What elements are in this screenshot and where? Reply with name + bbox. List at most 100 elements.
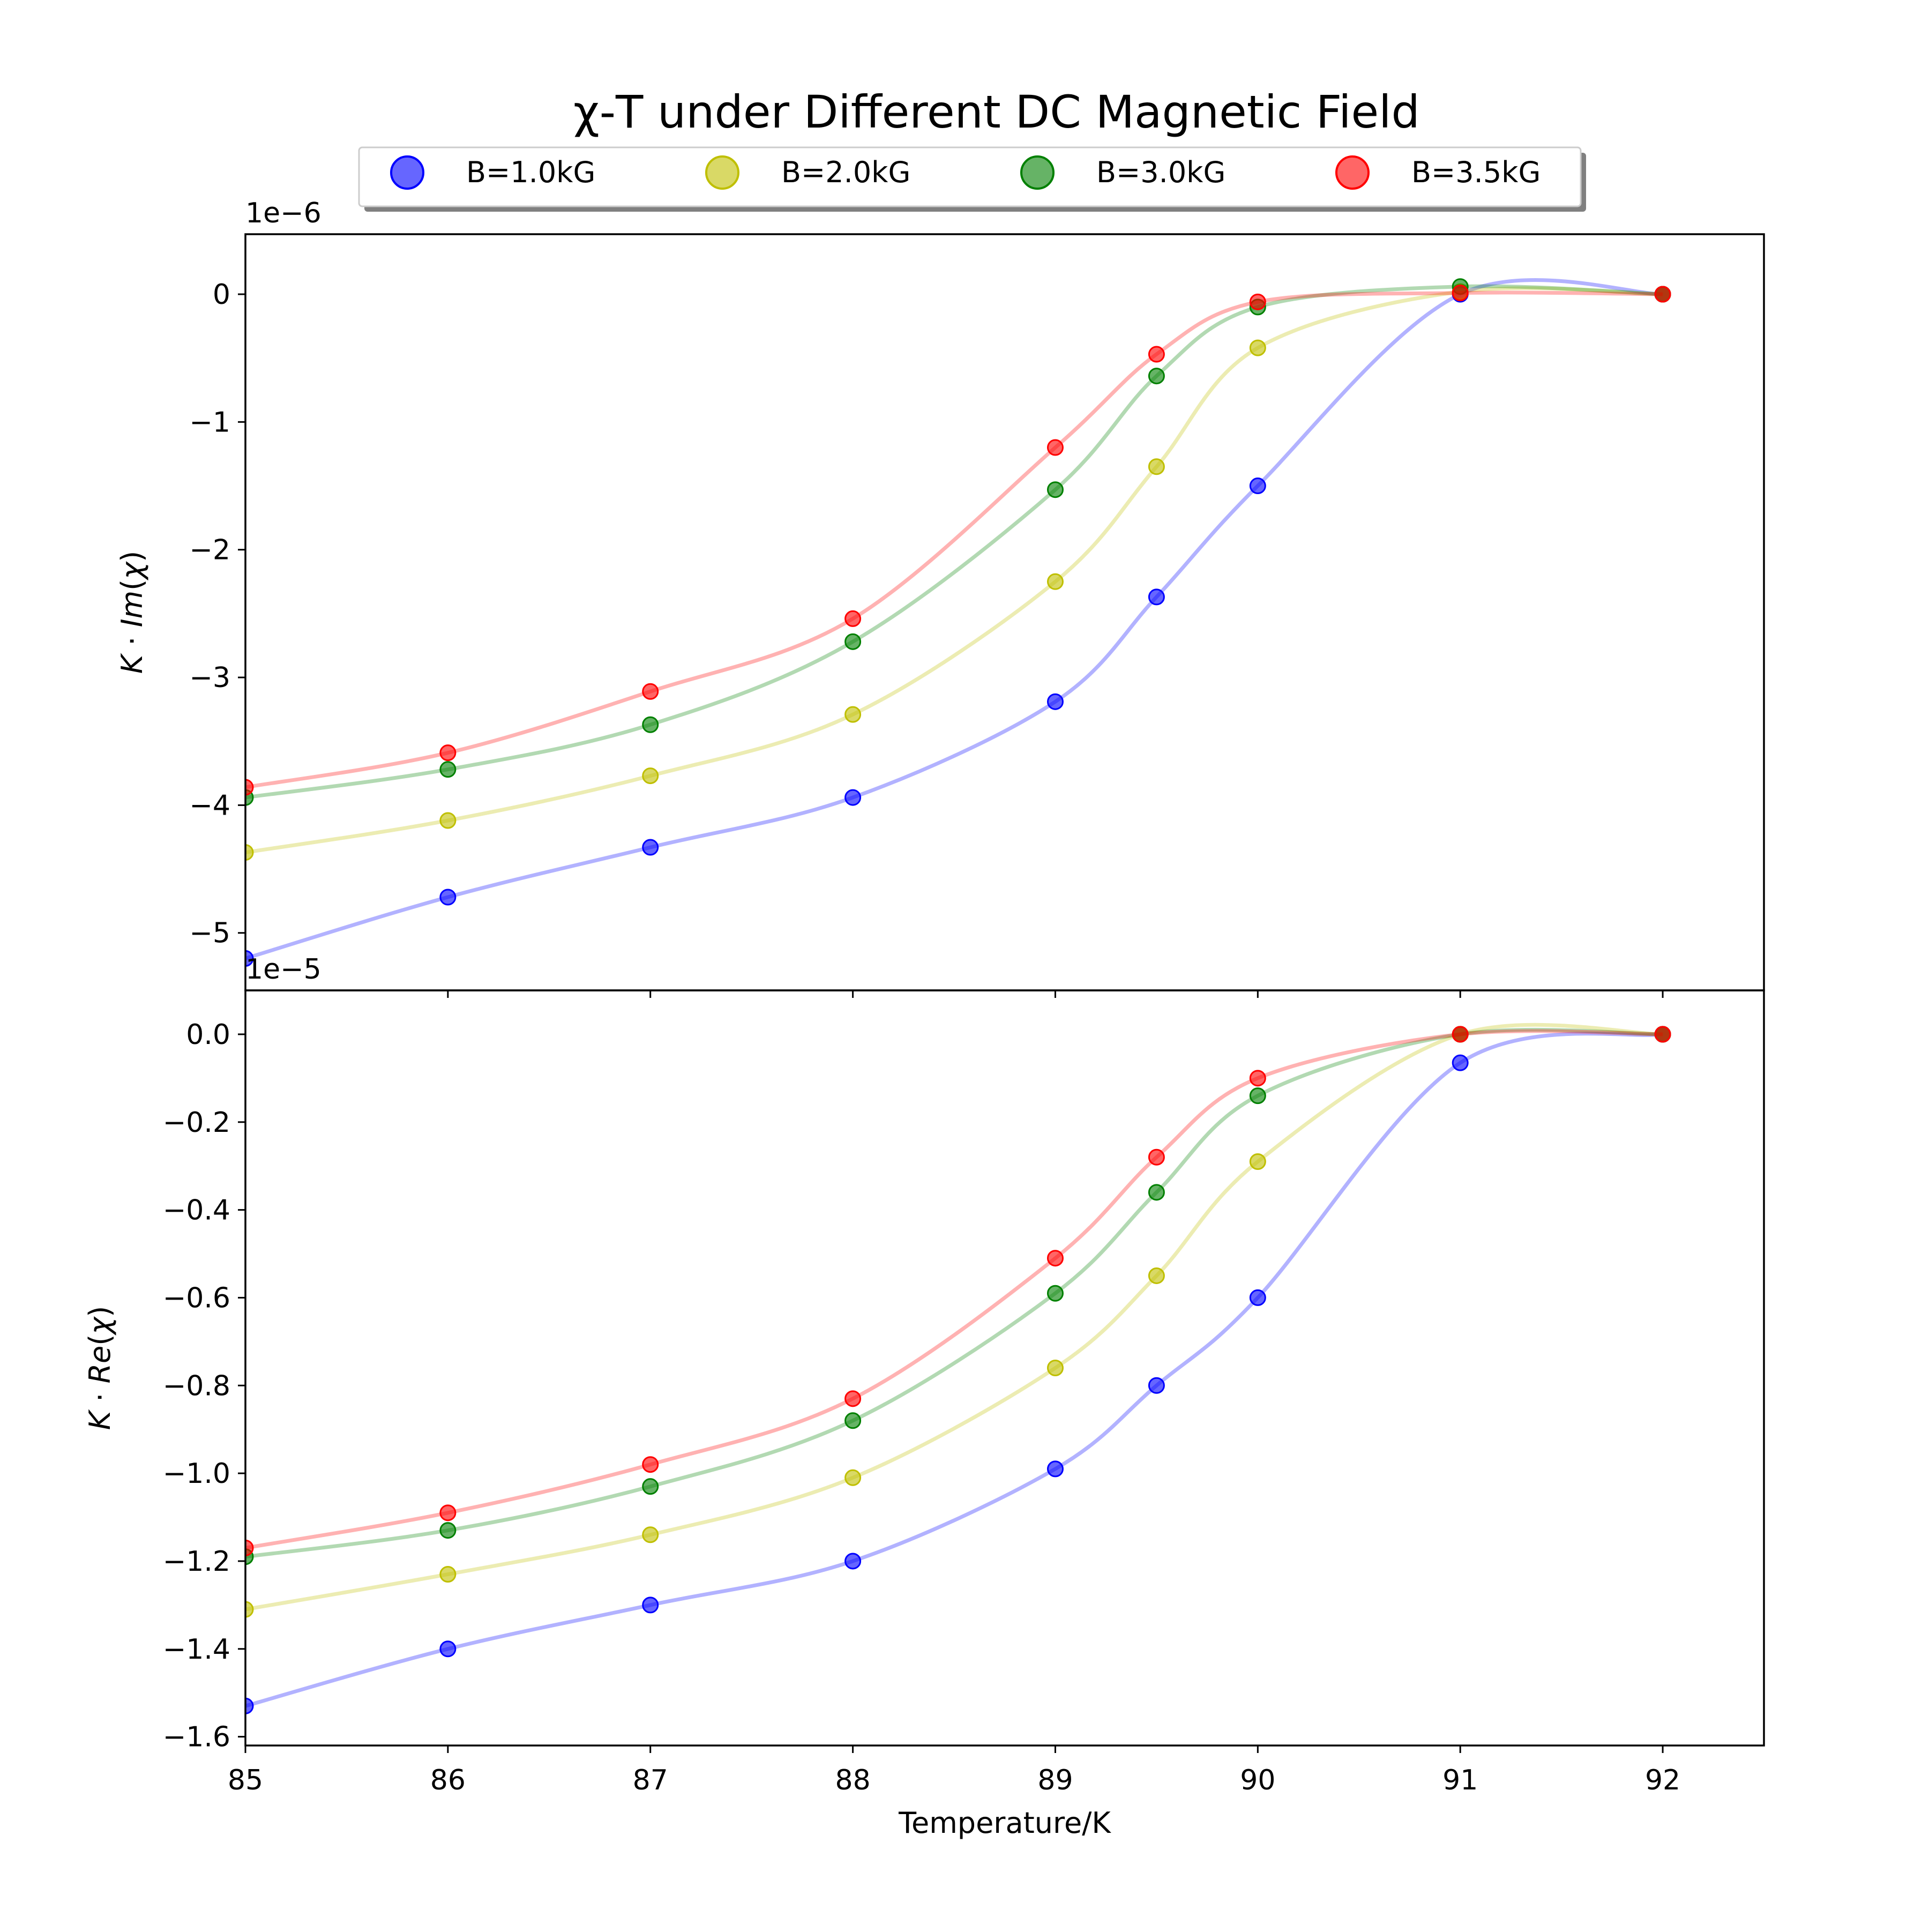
chart-title: χ-T under Different DC Magnetic Field (573, 86, 1420, 138)
data-point (245, 1539, 254, 1556)
legend-marker (390, 155, 424, 190)
data-point (439, 744, 457, 762)
x-tick-label: 87 (633, 1764, 668, 1796)
data-point (1452, 1054, 1469, 1071)
data-point (439, 1504, 457, 1521)
data-point (642, 1478, 659, 1495)
legend-item: B=2.0kG (705, 155, 910, 190)
plot-frame (244, 989, 1765, 1747)
data-point (1148, 1148, 1165, 1166)
legend: B=1.0kG B=2.0kG B=3.0kG B=3.5kG (358, 146, 1586, 212)
data-point (1148, 346, 1165, 363)
data-point (1046, 1250, 1064, 1267)
series-group (245, 1023, 1671, 1714)
data-point (642, 839, 659, 856)
data-point (1249, 1289, 1266, 1306)
y-tick-label: −0.6 (163, 1282, 230, 1314)
y-tick-label: −2 (189, 534, 230, 566)
data-point (844, 1553, 862, 1570)
data-point (1654, 286, 1671, 303)
legend-marker (1020, 155, 1055, 190)
series-line (245, 1032, 1663, 1708)
y-tick-label: −1.2 (163, 1546, 230, 1578)
legend-label: B=2.0kG (781, 155, 910, 189)
x-tick-label: 86 (430, 1764, 466, 1796)
data-point (245, 779, 254, 796)
y-tick-label: −5 (189, 917, 230, 950)
x-tick-label: 88 (835, 1764, 871, 1796)
data-point (1148, 368, 1165, 385)
data-point (245, 844, 254, 861)
data-point (844, 633, 862, 650)
data-point (1148, 1377, 1165, 1394)
series-line (245, 1027, 1663, 1559)
data-point (1452, 285, 1469, 302)
data-point (844, 1469, 862, 1486)
legend-item: B=3.5kG (1335, 155, 1541, 190)
y-tick-label: −1.6 (163, 1721, 230, 1754)
plot-frame (244, 233, 1765, 991)
legend-label: B=1.0kG (466, 155, 595, 189)
data-point (1046, 1360, 1064, 1376)
y-axis-label: K · Im(χ) (115, 551, 149, 674)
data-point (1452, 1026, 1469, 1043)
data-point (1249, 478, 1266, 495)
data-point (439, 1566, 457, 1583)
data-point (1046, 573, 1064, 590)
data-point (642, 683, 659, 700)
data-point (844, 706, 862, 723)
data-point (844, 610, 862, 627)
legend-frame (358, 146, 1582, 207)
y-tick-label: −4 (189, 789, 230, 822)
data-point (1046, 1460, 1064, 1478)
data-point (1148, 1184, 1165, 1201)
data-point (439, 889, 457, 906)
series-line (245, 290, 1663, 789)
x-tick-label: 92 (1645, 1764, 1680, 1796)
y-tick-label: −3 (189, 662, 230, 694)
y-tick-label: −1.4 (163, 1633, 230, 1666)
y-tick-label: −0.4 (163, 1195, 230, 1227)
data-point (1046, 693, 1064, 710)
y-tick-label: −1.0 (163, 1458, 230, 1490)
data-point (1654, 1026, 1671, 1043)
legend-marker (705, 155, 739, 190)
data-point (844, 1412, 862, 1429)
data-point (642, 1526, 659, 1543)
legend-item: B=1.0kG (390, 155, 595, 190)
data-point (844, 789, 862, 806)
y-tick-label: −0.2 (163, 1107, 230, 1139)
panel-real: −1.6 −1.4 −1.2 −1.0 −0.8 −0.6 −0.4 −0.2 0.0 85 86 8… (83, 953, 1765, 1796)
series-line (245, 284, 1663, 800)
y-tick-label: 0.0 (186, 1019, 230, 1051)
y-offset-label: 1e−6 (245, 197, 322, 229)
data-point (245, 1697, 254, 1714)
x-tick-label: 91 (1442, 1764, 1478, 1796)
series-line (245, 1029, 1663, 1550)
y-tick-label: 0 (213, 279, 230, 311)
data-point (1046, 439, 1064, 456)
y-offset-label: 1e−5 (245, 953, 322, 986)
x-tick-label: 89 (1037, 1764, 1073, 1796)
legend-item: B=3.0kG (1020, 155, 1225, 190)
data-point (1249, 1070, 1266, 1087)
data-point (642, 1456, 659, 1473)
data-point (642, 767, 659, 785)
data-point (1148, 588, 1165, 606)
legend-marker (1335, 155, 1370, 190)
data-point (245, 950, 254, 967)
data-point (642, 716, 659, 733)
data-point (1249, 1087, 1266, 1105)
data-point (439, 761, 457, 778)
x-tick-label: 85 (228, 1764, 263, 1796)
y-axis-label: K · Re(χ) (83, 1306, 117, 1430)
panel-imaginary: −5 −4 −3 −2 −1 0 1e−6 K · Im(χ) (115, 197, 1765, 998)
data-point (1148, 458, 1165, 475)
series-line (245, 278, 1663, 960)
x-axis-label: Temperature/K (898, 1806, 1111, 1840)
data-point (1148, 1267, 1165, 1284)
data-point (1249, 293, 1266, 310)
series-line (245, 1023, 1663, 1612)
